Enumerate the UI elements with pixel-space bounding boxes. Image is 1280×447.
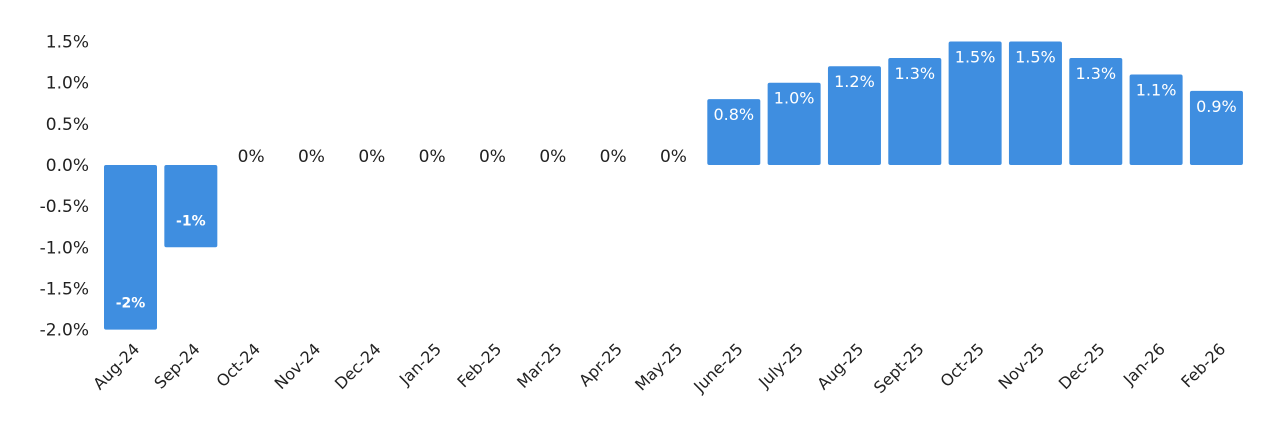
data-label: 1.0% [774, 89, 815, 108]
x-tick-label: Sept-25 [870, 339, 928, 397]
data-label: 0% [479, 147, 506, 167]
bar-Jan-26 [1129, 74, 1183, 165]
bar-Aug-25 [827, 66, 881, 165]
x-tick-label: July-25 [754, 339, 807, 392]
bar-Nov-25 [1008, 41, 1062, 165]
x-tick-label: Jan-25 [395, 339, 445, 389]
x-tick-label: Nov-25 [995, 339, 1049, 393]
y-tick-label: -0.5% [40, 197, 89, 217]
bar-Sept-25 [888, 58, 942, 166]
y-tick-label: 1.5% [46, 33, 89, 53]
data-label: 1.5% [1015, 48, 1056, 67]
data-label: 0% [539, 147, 566, 167]
data-label: 0% [358, 147, 385, 167]
data-label: 0% [600, 147, 627, 167]
y-tick-label: -1.5% [40, 279, 89, 299]
bars [104, 41, 1243, 330]
data-labels: -2% -1% 0% 0% 0% 0% 0% 0% 0% 0% 0.8% 1.0% 1.2% 1.3% 1.… [116, 48, 1237, 312]
x-tick-label: Feb-26 [1177, 339, 1229, 391]
bar-Dec-25 [1069, 58, 1123, 166]
x-tick-label: Jan-26 [1119, 339, 1169, 389]
x-axis: Aug-24 Sep-24 Oct-24 Nov-24 Dec-24 Jan-25 Feb-… [89, 339, 1229, 397]
bar-Oct-25 [948, 41, 1002, 165]
data-label: 0.8% [713, 105, 754, 124]
data-label: 1.1% [1136, 80, 1177, 99]
x-tick-label: Feb-25 [453, 339, 505, 391]
data-label: 1.3% [894, 64, 935, 83]
data-label: 0% [238, 147, 265, 167]
y-tick-label: -2.0% [40, 321, 89, 341]
y-tick-label: 0.0% [46, 156, 89, 176]
x-tick-label: Dec-25 [1055, 339, 1109, 393]
y-tick-label: 1.0% [46, 74, 89, 94]
data-label: 0% [660, 147, 687, 167]
x-tick-label: Nov-24 [271, 339, 325, 393]
x-tick-label: Sep-24 [150, 339, 203, 392]
x-tick-label: June-25 [689, 339, 746, 396]
bar-June-25 [707, 99, 761, 165]
y-tick-label: -1.0% [40, 238, 89, 258]
data-label: 1.3% [1075, 64, 1116, 83]
bar-July-25 [767, 82, 821, 165]
data-label: 1.2% [834, 72, 875, 91]
data-label: 0% [298, 147, 325, 167]
y-axis: 1.5% 1.0% 0.5% 0.0% -0.5% -1.0% -1.5% -2.0% [40, 33, 89, 341]
x-tick-label: Aug-25 [813, 339, 867, 393]
x-tick-label: Mar-25 [513, 339, 566, 392]
data-label: -1% [176, 213, 206, 229]
data-label: -2% [116, 296, 146, 312]
y-tick-label: 0.5% [46, 115, 89, 135]
x-tick-label: Oct-25 [936, 339, 987, 390]
data-label: 0.9% [1196, 97, 1237, 116]
data-label: 1.5% [955, 48, 996, 67]
bar-Feb-26 [1189, 90, 1243, 165]
bar-Sep-24 [164, 165, 218, 248]
bar-Aug-24 [104, 165, 157, 330]
data-label: 0% [419, 147, 446, 167]
x-tick-label: Aug-24 [89, 339, 143, 393]
x-tick-label: Apr-25 [575, 339, 626, 390]
x-tick-label: May-25 [631, 339, 686, 394]
x-tick-label: Oct-24 [213, 339, 264, 390]
x-tick-label: Dec-24 [331, 339, 385, 393]
